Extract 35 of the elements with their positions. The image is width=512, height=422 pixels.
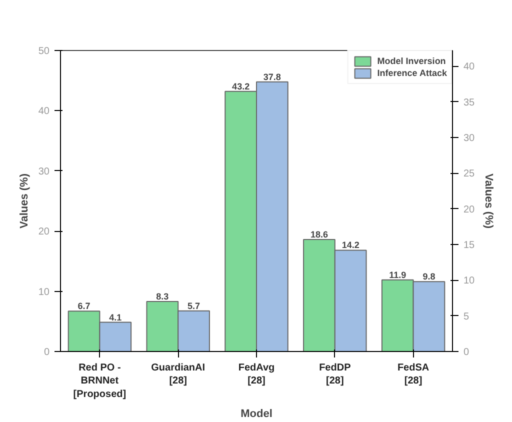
y-tick-label: 50 (38, 46, 50, 57)
legend-label: Model Inversion (377, 55, 446, 67)
y2-tick-label: 0 (464, 347, 470, 358)
y-tick-label: 20 (38, 226, 50, 238)
data-label: 4.1 (109, 312, 122, 322)
y2-tick-label: 30 (464, 133, 476, 144)
y2-axis-title: Values (%) (482, 173, 495, 229)
legend-label: Inference Attack (377, 67, 447, 79)
y2-tick-label: 35 (464, 97, 476, 108)
y2-tick-label: 25 (464, 168, 476, 180)
x-tick-label: Red PO - BRNNet [Proposed] (73, 362, 126, 400)
y-axis-title: Values (%) (18, 173, 30, 229)
data-label: 18.6 (310, 230, 328, 240)
x-tick-label: FedAvg [28] (238, 362, 275, 387)
y2-tick-label: 10 (464, 276, 476, 287)
x-tick-label: FedSA [28] (397, 362, 430, 387)
data-label: 14.2 (342, 240, 360, 250)
y2-tick-label: 15 (464, 240, 476, 252)
data-label: 9.8 (422, 272, 436, 282)
x-axis-title: Model (240, 408, 272, 420)
x-tick-label: FedDP [28] (319, 362, 352, 387)
y-tick-label: 10 (38, 286, 50, 298)
data-label: 6.7 (78, 301, 90, 312)
y-tick-label: 40 (38, 106, 50, 118)
y-tick-label: 30 (38, 166, 50, 178)
data-label: 5.7 (188, 300, 200, 311)
x-tick-label: GuardianAI [28] (151, 362, 206, 387)
data-label: 8.3 (156, 292, 169, 302)
data-label: 11.9 (389, 270, 406, 280)
data-label: 43.2 (232, 81, 250, 92)
y2-tick-label: 5 (464, 311, 470, 322)
data-label: 37.8 (263, 72, 281, 82)
y2-tick-label: 20 (464, 204, 476, 216)
y-tick-label: 0 (44, 347, 50, 358)
y2-tick-label: 40 (464, 62, 476, 73)
